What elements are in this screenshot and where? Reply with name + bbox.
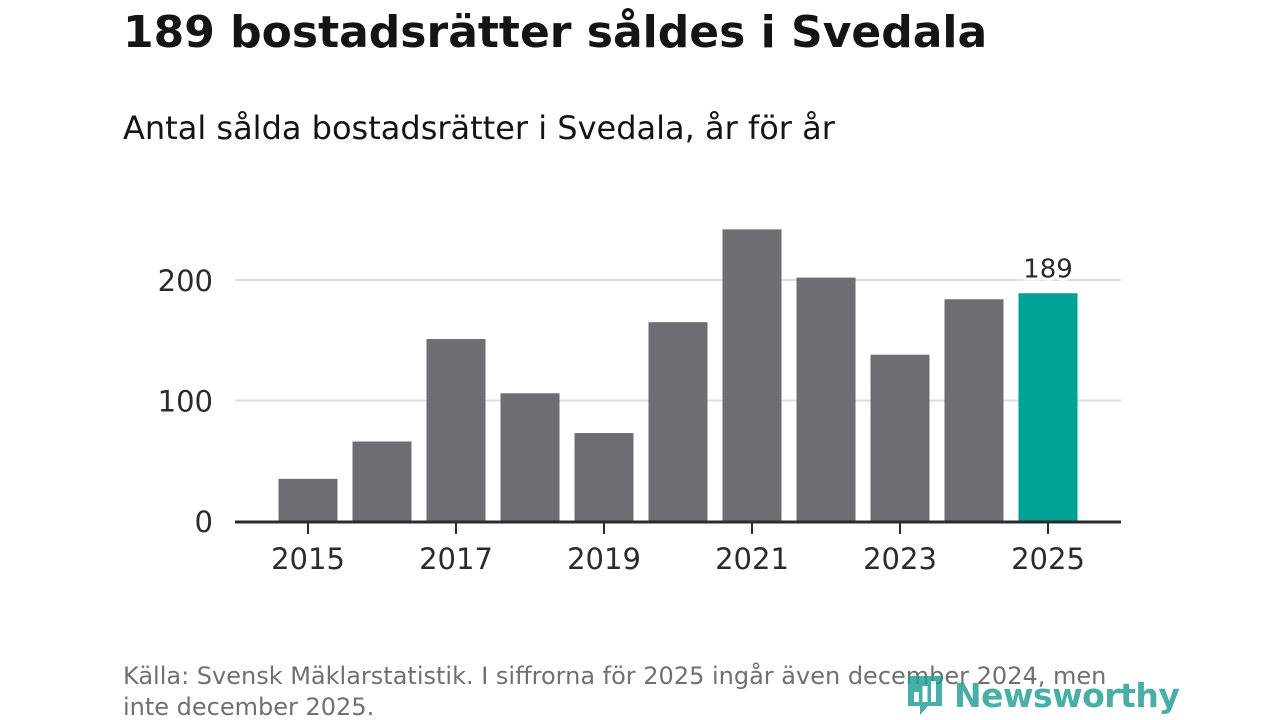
bar-chart: 0 100 200 189 2015 2017 2019 2021 2023 2025: [158, 229, 1121, 576]
bar-2025: [1018, 293, 1078, 521]
bar-2015: [278, 478, 338, 521]
bar-2018: [500, 393, 560, 521]
x-tick-label: 2015: [271, 542, 345, 576]
y-tick-label: 100: [158, 385, 213, 419]
data-label-2025: 189: [1023, 254, 1073, 284]
logo-text: Newsworthy: [954, 675, 1180, 715]
y-tick-label: 0: [195, 505, 213, 539]
bar-2019: [574, 433, 634, 521]
chart-title: 189 bostadsrätter såldes i Svedala: [123, 7, 988, 58]
bar-2024: [944, 299, 1004, 521]
x-tick-label: 2023: [863, 542, 937, 576]
chart-subtitle: Antal sålda bostadsrätter i Svedala, år …: [123, 109, 835, 147]
source-note: Källa: Svensk Mäklarstatistik. I siffror…: [123, 662, 1107, 720]
x-tick-label: 2025: [1011, 542, 1085, 576]
x-tick-label: 2017: [419, 542, 493, 576]
bar-2022: [796, 277, 856, 521]
bar-2021: [722, 229, 782, 521]
x-tick-label: 2021: [715, 542, 789, 576]
bar-2023: [870, 354, 930, 521]
newsworthy-logo: Newsworthy: [902, 670, 1180, 720]
x-tick-label: 2019: [567, 542, 641, 576]
bar-2017: [426, 339, 486, 521]
bar-chart-icon: [908, 676, 942, 715]
bar-2016: [352, 441, 412, 521]
y-tick-label: 200: [158, 264, 213, 298]
bar-2020: [648, 322, 708, 521]
